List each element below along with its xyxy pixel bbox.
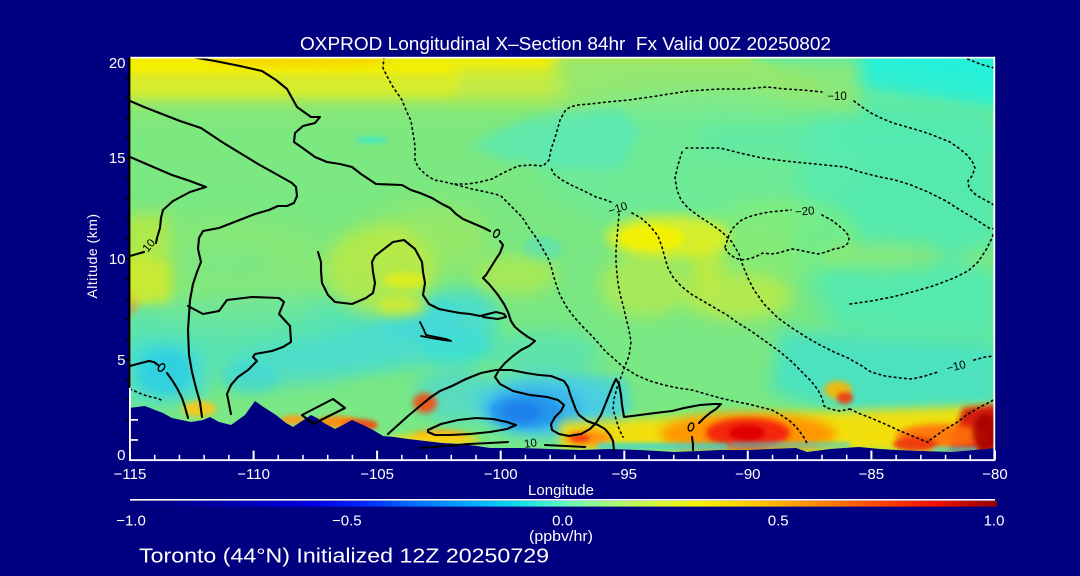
svg-text:OXPROD Longitudinal X–Section: OXPROD Longitudinal X–Section 84hr Fx Va…	[300, 33, 831, 54]
svg-text:−105: −105	[360, 466, 394, 483]
svg-text:−10: −10	[945, 359, 967, 375]
svg-text:Longitude: Longitude	[528, 482, 594, 499]
svg-text:10: 10	[523, 437, 537, 451]
svg-text:−85: −85	[859, 466, 884, 483]
svg-text:0.0: 0.0	[552, 513, 573, 530]
svg-text:0.5: 0.5	[768, 513, 789, 530]
svg-text:−0.5: −0.5	[332, 513, 362, 530]
svg-text:−95: −95	[612, 466, 637, 483]
svg-text:5: 5	[117, 352, 125, 369]
svg-text:−110: −110	[237, 466, 270, 483]
svg-text:−1.0: −1.0	[116, 513, 146, 530]
svg-text:−20: −20	[794, 205, 814, 219]
svg-text:Altitude (km): Altitude (km)	[84, 213, 100, 298]
svg-text:0: 0	[117, 447, 125, 464]
svg-text:−100: −100	[484, 466, 518, 483]
svg-text:15: 15	[109, 150, 126, 167]
svg-text:(ppbv/hr): (ppbv/hr)	[529, 528, 593, 545]
svg-text:−90: −90	[735, 466, 760, 483]
svg-text:10: 10	[109, 251, 126, 268]
svg-text:20: 20	[109, 55, 126, 72]
svg-text:1.0: 1.0	[984, 513, 1005, 530]
svg-text:−10: −10	[607, 200, 629, 217]
svg-text:−10: −10	[827, 91, 847, 103]
svg-text:−80: −80	[982, 466, 1007, 483]
svg-text:Toronto (44°N) Initialized 12Z: Toronto (44°N) Initialized 12Z 20250729	[139, 546, 549, 568]
svg-text:−115: −115	[114, 466, 147, 483]
